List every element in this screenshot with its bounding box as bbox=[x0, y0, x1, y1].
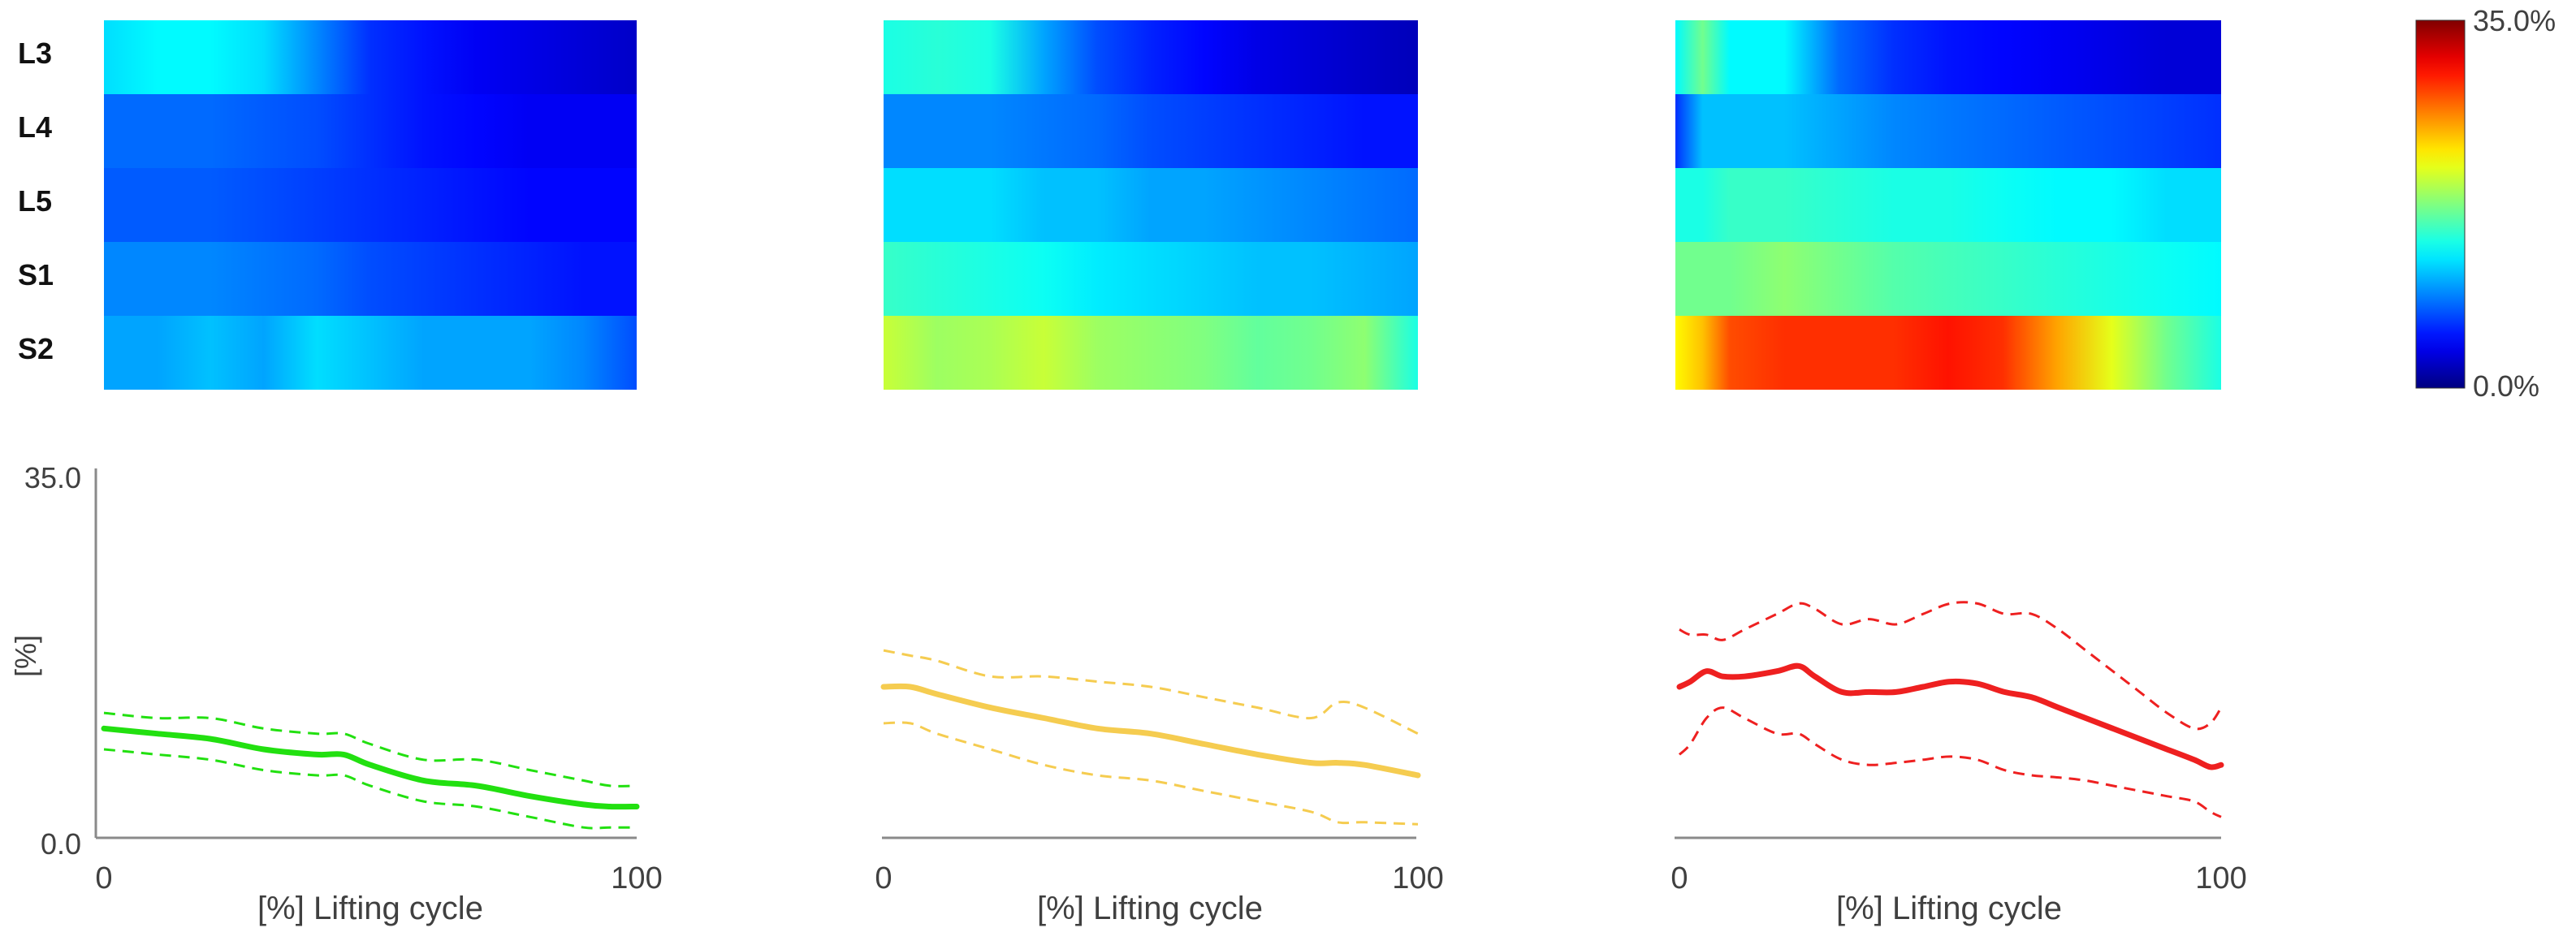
heatmap-row-s1 bbox=[1675, 242, 2221, 316]
heatmap-row-l3 bbox=[1675, 20, 2221, 94]
x-axis-title-left: [%] Lifting cycle bbox=[257, 891, 483, 926]
row-label-s2: S2 bbox=[18, 332, 54, 365]
mean-line bbox=[101, 725, 640, 810]
x-axis-min-label-right: 0 bbox=[1671, 861, 1688, 895]
upper-bound-line bbox=[883, 649, 1419, 736]
heatmap-right bbox=[1675, 20, 2221, 390]
x-axis-max-label-left: 100 bbox=[611, 861, 662, 895]
heatmap-row-l5 bbox=[884, 168, 1418, 242]
heatmap-row-l3 bbox=[884, 20, 1418, 94]
heatmap-row-s1 bbox=[104, 242, 637, 316]
y-axis: 35.0 0.0 [%] bbox=[9, 461, 97, 861]
x-axis-max-label-middle: 100 bbox=[1392, 861, 1443, 895]
heatmap-row-l3 bbox=[104, 20, 637, 94]
x-axis-max-label-right: 100 bbox=[2195, 861, 2246, 895]
colorbar-min-label: 0.0% bbox=[2473, 369, 2539, 403]
heatmap-middle bbox=[884, 20, 1418, 390]
heatmap-row-s2 bbox=[104, 316, 637, 390]
row-label-l5: L5 bbox=[18, 184, 52, 218]
x-axis-min-label-middle: 0 bbox=[875, 861, 892, 895]
y-axis-min-label: 0.0 bbox=[41, 827, 81, 861]
row-label-l3: L3 bbox=[18, 37, 52, 70]
line-chart-left bbox=[101, 711, 640, 830]
line-chart-right bbox=[1676, 601, 2224, 818]
x-axis-title-middle: [%] Lifting cycle bbox=[1037, 891, 1263, 926]
upper-bound-line bbox=[1679, 601, 2223, 731]
mean-line bbox=[880, 683, 1421, 779]
line-chart-middle bbox=[880, 649, 1421, 826]
heatmap-row-s2 bbox=[884, 316, 1418, 390]
lower-bound-line bbox=[103, 748, 638, 830]
heatmap-left bbox=[104, 20, 637, 390]
x-axis-right: 0 100 [%] Lifting cycle bbox=[1671, 836, 2247, 926]
colorbar-max-label: 35.0% bbox=[2473, 4, 2556, 37]
upper-bound-line bbox=[103, 711, 638, 788]
x-axis-min-label-left: 0 bbox=[95, 861, 112, 895]
heatmap-row-s2 bbox=[1675, 316, 2221, 390]
mean-line bbox=[1676, 662, 2224, 770]
row-labels: L3 L4 L5 S1 S2 bbox=[18, 37, 54, 365]
heatmap-row-l4 bbox=[104, 94, 637, 168]
row-label-s1: S1 bbox=[18, 258, 54, 291]
lower-bound-line bbox=[883, 721, 1419, 826]
heatmap-row-l5 bbox=[1675, 168, 2221, 242]
heatmap-row-s1 bbox=[884, 242, 1418, 316]
row-label-l4: L4 bbox=[18, 110, 52, 144]
x-axis-middle: 0 100 [%] Lifting cycle bbox=[875, 836, 1444, 926]
lower-bound-line bbox=[1678, 706, 2222, 818]
y-axis-max-label: 35.0 bbox=[24, 461, 81, 494]
colorbar: 35.0% 0.0% bbox=[2415, 4, 2556, 403]
x-axis-left: 0 100 [%] Lifting cycle bbox=[95, 836, 663, 926]
colorbar-gradient bbox=[2415, 19, 2466, 389]
x-axis-title-right: [%] Lifting cycle bbox=[1836, 891, 2062, 926]
heatmap-row-l5 bbox=[104, 168, 637, 242]
y-axis-title: [%] bbox=[9, 635, 42, 677]
heatmap-row-l4 bbox=[1675, 94, 2221, 168]
heatmap-row-l4 bbox=[884, 94, 1418, 168]
